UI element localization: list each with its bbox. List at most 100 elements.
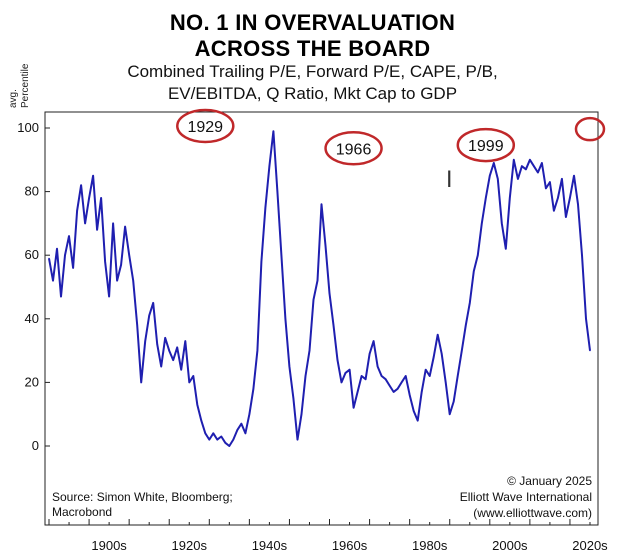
data-point bbox=[108, 295, 110, 298]
data-point bbox=[389, 384, 391, 387]
data-point bbox=[509, 197, 511, 199]
data-point bbox=[437, 334, 439, 336]
data-point bbox=[176, 346, 178, 349]
data-point bbox=[204, 432, 206, 434]
data-point bbox=[561, 178, 563, 180]
y-tick-label: 80 bbox=[25, 184, 39, 199]
data-point bbox=[112, 222, 114, 224]
data-point bbox=[128, 254, 130, 256]
data-point bbox=[124, 225, 126, 228]
data-point bbox=[549, 181, 551, 183]
data-point bbox=[268, 165, 271, 167]
data-point bbox=[64, 254, 66, 256]
data-point bbox=[405, 375, 407, 377]
data-point bbox=[56, 248, 58, 250]
data-point bbox=[316, 280, 319, 282]
data-point bbox=[172, 359, 174, 361]
data-point bbox=[228, 445, 230, 447]
data-point bbox=[164, 337, 166, 339]
data-point bbox=[473, 270, 475, 272]
data-point bbox=[252, 388, 254, 390]
annotation-label: 1929 bbox=[187, 119, 223, 136]
data-point bbox=[244, 432, 246, 434]
data-point bbox=[200, 419, 202, 422]
data-point bbox=[397, 388, 399, 390]
data-point bbox=[72, 267, 74, 269]
credit-line-1: © January 2025 bbox=[507, 474, 592, 488]
data-point bbox=[352, 407, 355, 409]
chart-title-line-1: NO. 1 IN OVERVALUATION bbox=[169, 10, 456, 35]
data-point bbox=[320, 203, 323, 205]
data-point bbox=[545, 187, 547, 190]
data-point bbox=[148, 315, 150, 317]
x-tick-label: 1980s bbox=[412, 538, 448, 553]
data-point bbox=[401, 381, 403, 383]
data-point bbox=[581, 254, 583, 256]
data-point bbox=[421, 391, 423, 393]
data-point bbox=[328, 292, 331, 294]
y-tick-label: 100 bbox=[17, 120, 39, 135]
data-point bbox=[288, 365, 291, 368]
data-point bbox=[188, 381, 190, 383]
data-point bbox=[481, 222, 483, 224]
annotation-label: 1966 bbox=[336, 141, 372, 158]
data-point bbox=[304, 375, 307, 377]
source-note-line-1: Source: Simon White, Bloomberg; bbox=[52, 490, 233, 504]
annotation-circle bbox=[574, 116, 606, 142]
data-point bbox=[140, 381, 142, 383]
data-point bbox=[449, 413, 451, 415]
data-point bbox=[425, 369, 427, 371]
data-point bbox=[501, 222, 503, 224]
data-point bbox=[377, 365, 379, 368]
data-point bbox=[260, 260, 262, 263]
annotation-circle bbox=[176, 108, 235, 144]
data-point bbox=[489, 175, 491, 177]
data-point bbox=[88, 197, 90, 199]
credit-line-3: (www.elliottwave.com) bbox=[473, 506, 592, 520]
data-point bbox=[381, 375, 383, 377]
data-point bbox=[256, 350, 258, 352]
data-point bbox=[184, 340, 186, 342]
data-point bbox=[557, 197, 559, 199]
data-point bbox=[589, 350, 591, 352]
chart-title-line-2: ACROSS THE BOARD bbox=[194, 36, 431, 61]
data-point bbox=[116, 280, 118, 282]
data-point bbox=[385, 378, 387, 380]
data-point bbox=[585, 318, 587, 320]
data-point bbox=[236, 429, 238, 431]
data-point bbox=[372, 340, 375, 342]
data-point bbox=[160, 365, 162, 368]
y-tick-label: 40 bbox=[25, 311, 39, 326]
data-point bbox=[208, 439, 210, 441]
data-point bbox=[348, 369, 351, 371]
data-point bbox=[433, 356, 435, 358]
data-point bbox=[445, 381, 447, 383]
data-point bbox=[573, 175, 575, 177]
data-point bbox=[224, 442, 226, 444]
data-point bbox=[48, 257, 50, 259]
data-point bbox=[497, 178, 499, 180]
data-point bbox=[240, 423, 242, 425]
series-layer bbox=[48, 130, 591, 447]
data-point bbox=[152, 302, 154, 304]
data-point bbox=[368, 353, 371, 355]
data-point bbox=[192, 375, 194, 377]
x-axis: 1900s 1920s 1940s 1960s 1980s 2000s 2020s bbox=[48, 519, 608, 553]
data-point bbox=[336, 359, 339, 361]
data-point bbox=[429, 375, 431, 377]
data-point bbox=[332, 324, 335, 326]
data-point bbox=[364, 378, 367, 380]
data-point bbox=[521, 165, 523, 167]
data-point bbox=[92, 175, 94, 177]
chart-subtitle-line-2: EV/EBITDA, Q Ratio, Mkt Cap to GDP bbox=[167, 84, 458, 103]
data-point bbox=[280, 254, 283, 256]
annotation-circle bbox=[456, 127, 516, 163]
data-point bbox=[553, 210, 555, 212]
chart-subtitle-line-1: Combined Trailing P/E, Forward P/E, CAPE… bbox=[127, 62, 498, 81]
y-axis: 0 20 40 60 80 100 bbox=[17, 120, 50, 453]
data-point bbox=[537, 171, 539, 174]
data-point bbox=[513, 159, 515, 161]
data-point bbox=[272, 130, 275, 132]
